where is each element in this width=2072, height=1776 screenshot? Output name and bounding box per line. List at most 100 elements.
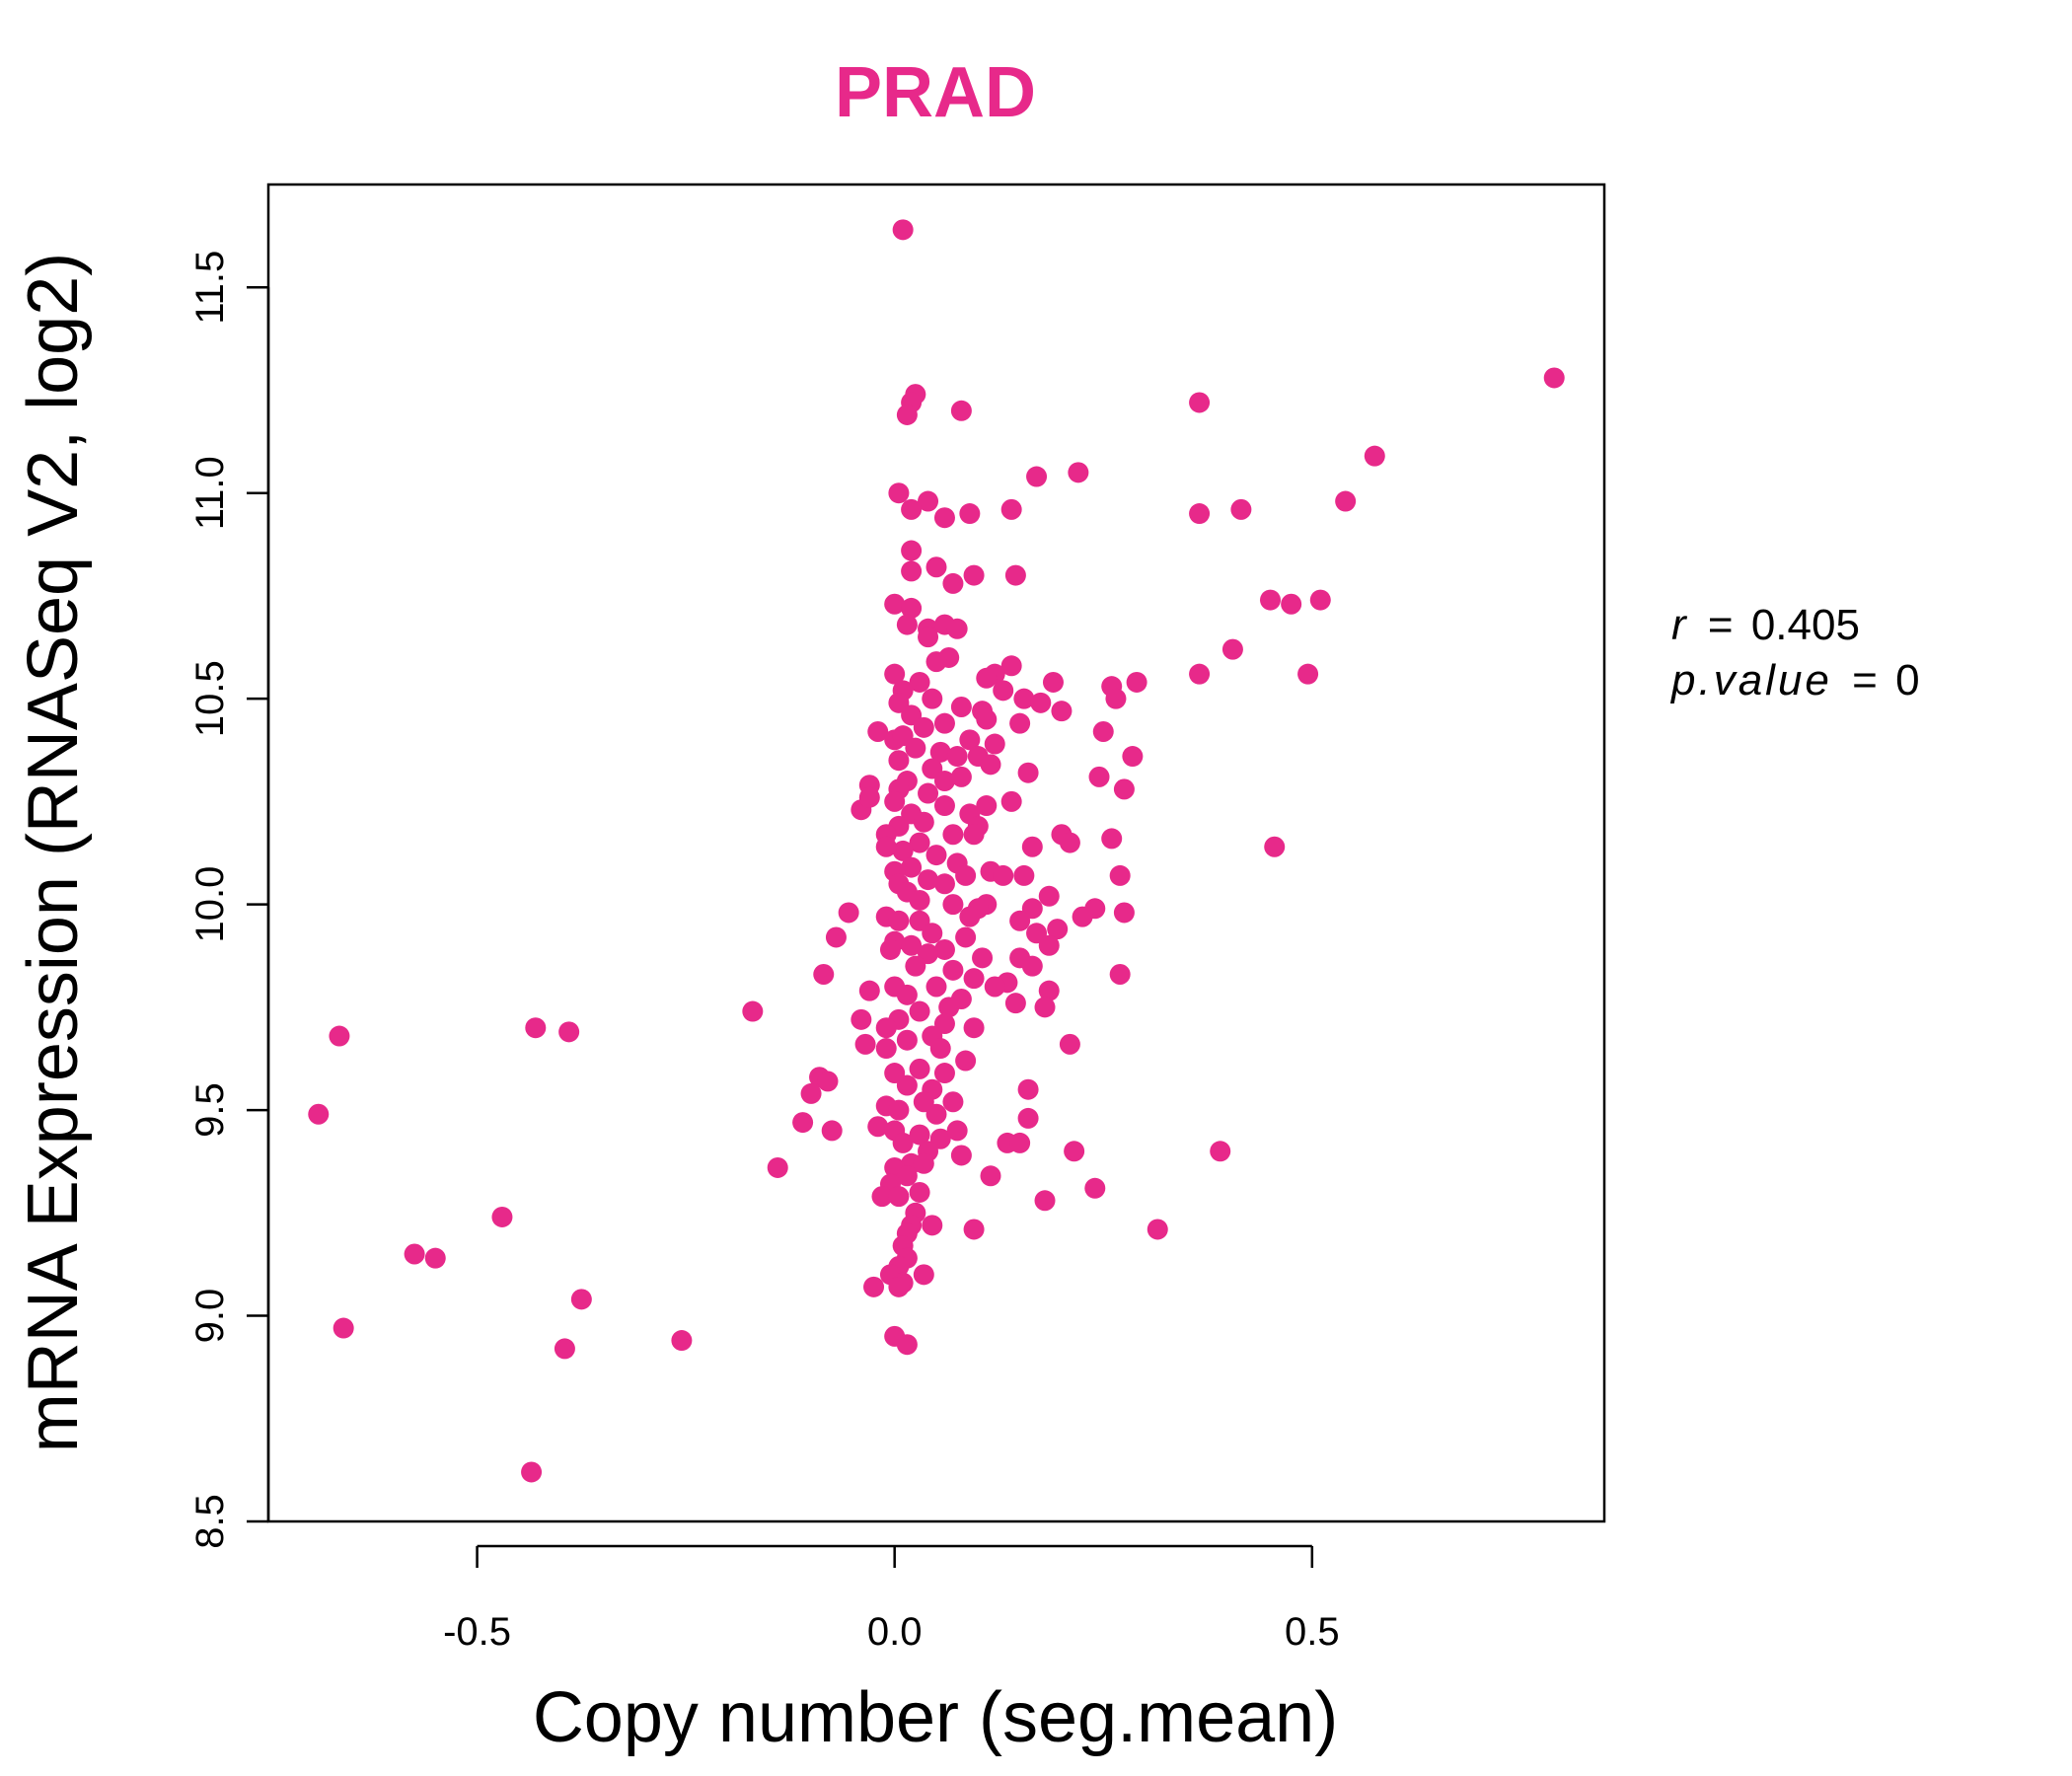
data-point (933, 712, 955, 734)
data-point (333, 1317, 354, 1339)
data-point (901, 934, 923, 956)
data-point (1113, 902, 1135, 924)
data-point (813, 963, 835, 985)
data-point (925, 976, 947, 998)
data-point (867, 721, 889, 743)
data-point (1030, 692, 1052, 713)
data-point (1297, 663, 1319, 685)
data-point (918, 869, 939, 891)
data-point (1126, 671, 1147, 693)
data-point (851, 1008, 872, 1030)
data-point (942, 959, 964, 981)
data-point (929, 1038, 951, 1060)
data-point (888, 1099, 910, 1121)
data-point (909, 1000, 930, 1022)
data-point (867, 1116, 889, 1138)
data-point (933, 938, 955, 960)
data-point (1000, 655, 1022, 677)
data-point (491, 1206, 513, 1227)
data-point (905, 737, 926, 759)
data-point (875, 836, 897, 857)
data-point (925, 1103, 947, 1125)
data-point (888, 1276, 910, 1297)
data-point (933, 507, 955, 529)
data-point (1021, 955, 1043, 977)
x-tick-label: 0.5 (1285, 1610, 1340, 1654)
r-label: r (1671, 601, 1688, 649)
data-point (1000, 790, 1022, 812)
data-point (942, 572, 964, 594)
data-point (959, 906, 981, 927)
data-point (329, 1025, 350, 1047)
p-equals: = (1852, 656, 1878, 704)
chart-title: PRAD (835, 53, 1036, 132)
data-point (1068, 462, 1089, 483)
y-tick-label: 8.5 (188, 1494, 232, 1549)
y-tick-label: 11.0 (188, 456, 232, 530)
data-point (1147, 1219, 1168, 1240)
data-point (825, 926, 847, 948)
x-axis-title: Copy number (seg.mean) (533, 1678, 1338, 1757)
data-point (884, 593, 906, 615)
data-point (993, 864, 1014, 886)
y-tick-label: 9.5 (188, 1082, 232, 1138)
data-point (888, 482, 910, 504)
data-point (742, 1000, 764, 1022)
data-point (1004, 993, 1026, 1014)
data-point (863, 1276, 885, 1297)
data-point (888, 1186, 910, 1208)
data-point (913, 1264, 934, 1286)
data-point (1051, 701, 1073, 722)
data-point (963, 1017, 985, 1039)
data-point (1101, 828, 1123, 850)
data-point (1059, 1033, 1080, 1055)
data-point (963, 1219, 985, 1240)
data-point (896, 1165, 918, 1187)
data-point (976, 795, 998, 817)
data-point (901, 560, 923, 582)
data-point (896, 1074, 918, 1096)
data-point (933, 795, 955, 817)
data-point (858, 980, 880, 1001)
data-point (933, 873, 955, 895)
data-point (800, 1082, 822, 1104)
data-point (1109, 963, 1131, 985)
x-axis: -0.5 0.0 0.5 (443, 1544, 1340, 1654)
p-label: p.value (1669, 656, 1832, 704)
data-point (1364, 445, 1385, 467)
data-point (1109, 864, 1131, 886)
y-axis-title: mRNA Expression (RNASeq V2, log2) (14, 253, 93, 1452)
data-point (925, 651, 947, 673)
data-point (955, 1050, 977, 1072)
data-point (1189, 392, 1211, 413)
data-point (821, 1120, 843, 1142)
data-point (854, 1033, 876, 1055)
data-point (858, 786, 880, 808)
data-point (1038, 980, 1060, 1001)
data-point (884, 663, 906, 685)
data-point (1038, 885, 1060, 907)
x-tick-label: 0.0 (867, 1610, 923, 1654)
data-point (1092, 721, 1114, 743)
data-point (1230, 498, 1252, 520)
data-point (950, 1145, 972, 1166)
data-point (909, 1181, 930, 1203)
data-point (884, 790, 906, 812)
data-point (938, 997, 960, 1018)
data-point (838, 902, 859, 924)
data-point (308, 1103, 330, 1125)
data-point (896, 614, 918, 635)
data-point (1189, 663, 1211, 685)
data-point (1017, 1107, 1039, 1129)
data-point (1017, 1078, 1039, 1100)
data-point (922, 688, 943, 709)
data-point (942, 894, 964, 916)
data-point (925, 845, 947, 866)
data-point (1059, 832, 1080, 853)
data-point (913, 1152, 934, 1174)
x-tick-label: -0.5 (443, 1610, 511, 1654)
data-point (1105, 688, 1127, 709)
data-point (913, 811, 934, 833)
data-point (1264, 836, 1286, 857)
data-point (1013, 688, 1035, 709)
